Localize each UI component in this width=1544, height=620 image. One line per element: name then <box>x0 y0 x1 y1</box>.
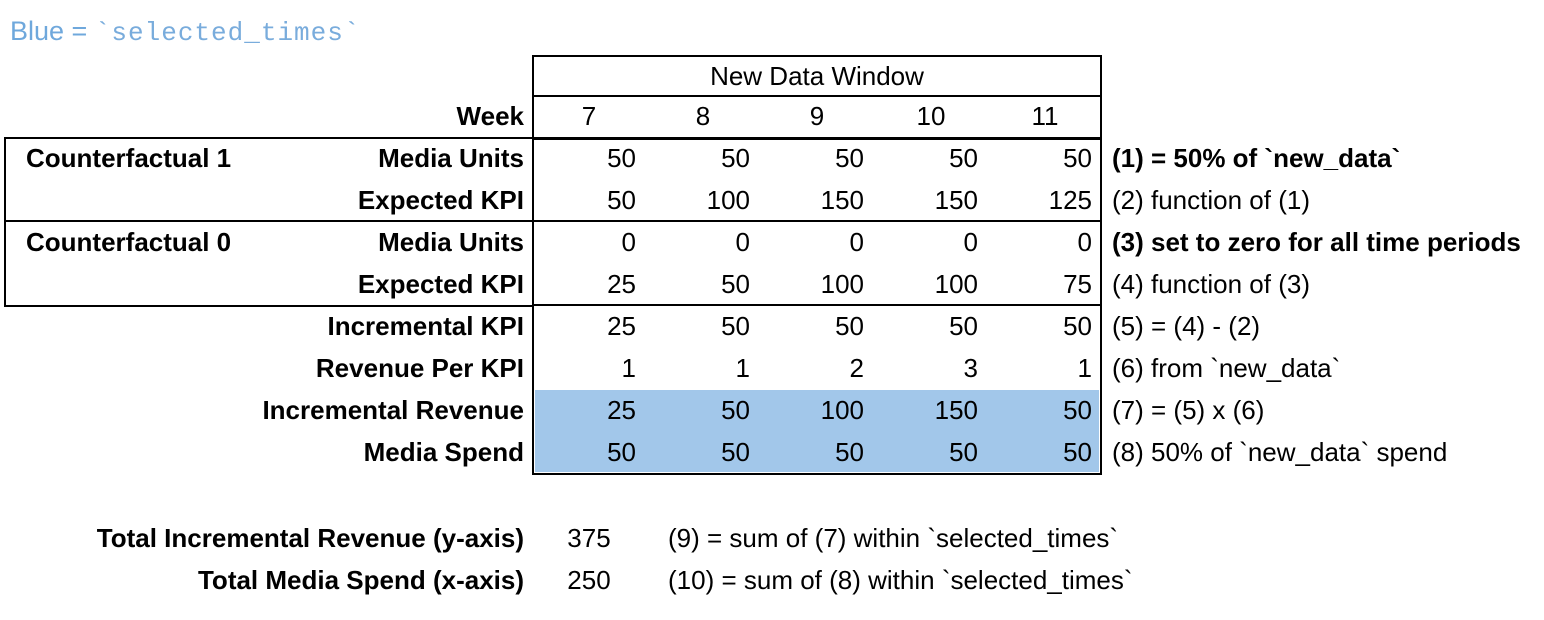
week-col-header: 9 <box>809 101 825 131</box>
table-cell: 0 <box>735 227 750 257</box>
row-label: Media Units <box>378 143 524 173</box>
table-cell: 150 <box>934 185 978 215</box>
row-note: (4) function of (3) <box>1112 269 1310 299</box>
table-cell-highlighted: 50 <box>1063 437 1092 467</box>
table-cell: 50 <box>1063 143 1092 173</box>
selected-times-highlight <box>535 390 1099 472</box>
table-cell: 50 <box>835 311 864 341</box>
legend-blue-selected-times: Blue = `selected_times` <box>10 16 360 48</box>
table-cell: 150 <box>820 185 864 215</box>
total-media-spend-label: Total Media Spend (x-axis) <box>197 565 524 595</box>
table-cell: 50 <box>721 311 750 341</box>
table-cell: 50 <box>607 185 636 215</box>
table-cell-highlighted: 100 <box>820 395 864 425</box>
table-cell-highlighted: 50 <box>721 395 750 425</box>
table-cell-highlighted: 25 <box>607 395 636 425</box>
table-cell: 0 <box>621 227 636 257</box>
total-incremental-revenue-value: 375 <box>567 523 611 553</box>
row-note: (7) = (5) x (6) <box>1112 395 1265 425</box>
table-cell: 100 <box>934 269 978 299</box>
table-cell: 1 <box>1077 353 1092 383</box>
week-col-header: 10 <box>916 101 946 131</box>
row-note: (8) 50% of `new_data` spend <box>1112 437 1448 467</box>
grid-divider-line <box>532 220 1102 222</box>
row-label: Media Units <box>378 227 524 257</box>
legend-prefix: Blue = <box>10 16 95 46</box>
table-cell: 50 <box>835 143 864 173</box>
row-label: Expected KPI <box>357 269 524 299</box>
total-media-spend-value: 250 <box>567 565 611 595</box>
table-cell: 0 <box>963 227 978 257</box>
counterfactual-divider-line <box>4 220 534 222</box>
total-incremental-revenue-note: (9) = sum of (7) within `selected_times` <box>668 523 1119 553</box>
table-cell: 50 <box>949 143 978 173</box>
table-cell-highlighted: 50 <box>1063 395 1092 425</box>
table-cell: 125 <box>1048 185 1092 215</box>
row-label: Media Spend <box>363 437 524 467</box>
row-note: (5) = (4) - (2) <box>1112 311 1261 341</box>
row-note: (2) function of (1) <box>1112 185 1310 215</box>
new-data-window-label: New Data Window <box>710 61 924 91</box>
week-col-header: 11 <box>1031 101 1059 131</box>
week-header-label: Week <box>456 101 524 131</box>
table-cell-highlighted: 50 <box>721 437 750 467</box>
table-cell: 100 <box>820 269 864 299</box>
table-cell: 0 <box>1077 227 1092 257</box>
legend-code: `selected_times` <box>94 18 361 48</box>
table-cell: 1 <box>621 353 636 383</box>
row-label: Incremental Revenue <box>262 395 524 425</box>
table-cell: 25 <box>607 311 636 341</box>
table-cell-highlighted: 50 <box>607 437 636 467</box>
table-cell: 50 <box>949 311 978 341</box>
row-label: Revenue Per KPI <box>315 353 524 383</box>
table-cell-highlighted: 150 <box>934 395 978 425</box>
table-cell: 50 <box>721 269 750 299</box>
group-label-counterfactual-1: Counterfactual 1 <box>26 143 232 173</box>
row-label: Expected KPI <box>357 185 524 215</box>
row-note: (6) from `new_data` <box>1112 353 1341 383</box>
new-data-window-box: New Data Window <box>532 55 1102 97</box>
table-cell-highlighted: 50 <box>949 437 978 467</box>
grid-divider-line <box>532 304 1102 306</box>
table-cell: 25 <box>607 269 636 299</box>
total-incremental-revenue-label: Total Incremental Revenue (y-axis) <box>96 523 524 553</box>
total-media-spend-note: (10) = sum of (8) within `selected_times… <box>668 565 1133 595</box>
counterfactual-boxes-frame <box>4 137 534 307</box>
table-cell: 2 <box>849 353 864 383</box>
table-cell: 75 <box>1063 269 1092 299</box>
table-cell: 1 <box>735 353 750 383</box>
week-col-header: 7 <box>581 101 597 131</box>
table-cell-highlighted: 50 <box>835 437 864 467</box>
table-cell: 50 <box>1063 311 1092 341</box>
table-cell: 0 <box>849 227 864 257</box>
row-note: (3) set to zero for all time periods <box>1112 227 1521 257</box>
table-cell: 100 <box>706 185 750 215</box>
table-cell: 50 <box>721 143 750 173</box>
group-label-counterfactual-0: Counterfactual 0 <box>26 227 232 257</box>
row-label: Incremental KPI <box>327 311 524 341</box>
row-note: (1) = 50% of `new_data` <box>1112 143 1401 173</box>
table-cell: 50 <box>607 143 636 173</box>
week-row-frame <box>532 97 1102 137</box>
week-col-header: 8 <box>695 101 711 131</box>
table-cell: 3 <box>963 353 978 383</box>
